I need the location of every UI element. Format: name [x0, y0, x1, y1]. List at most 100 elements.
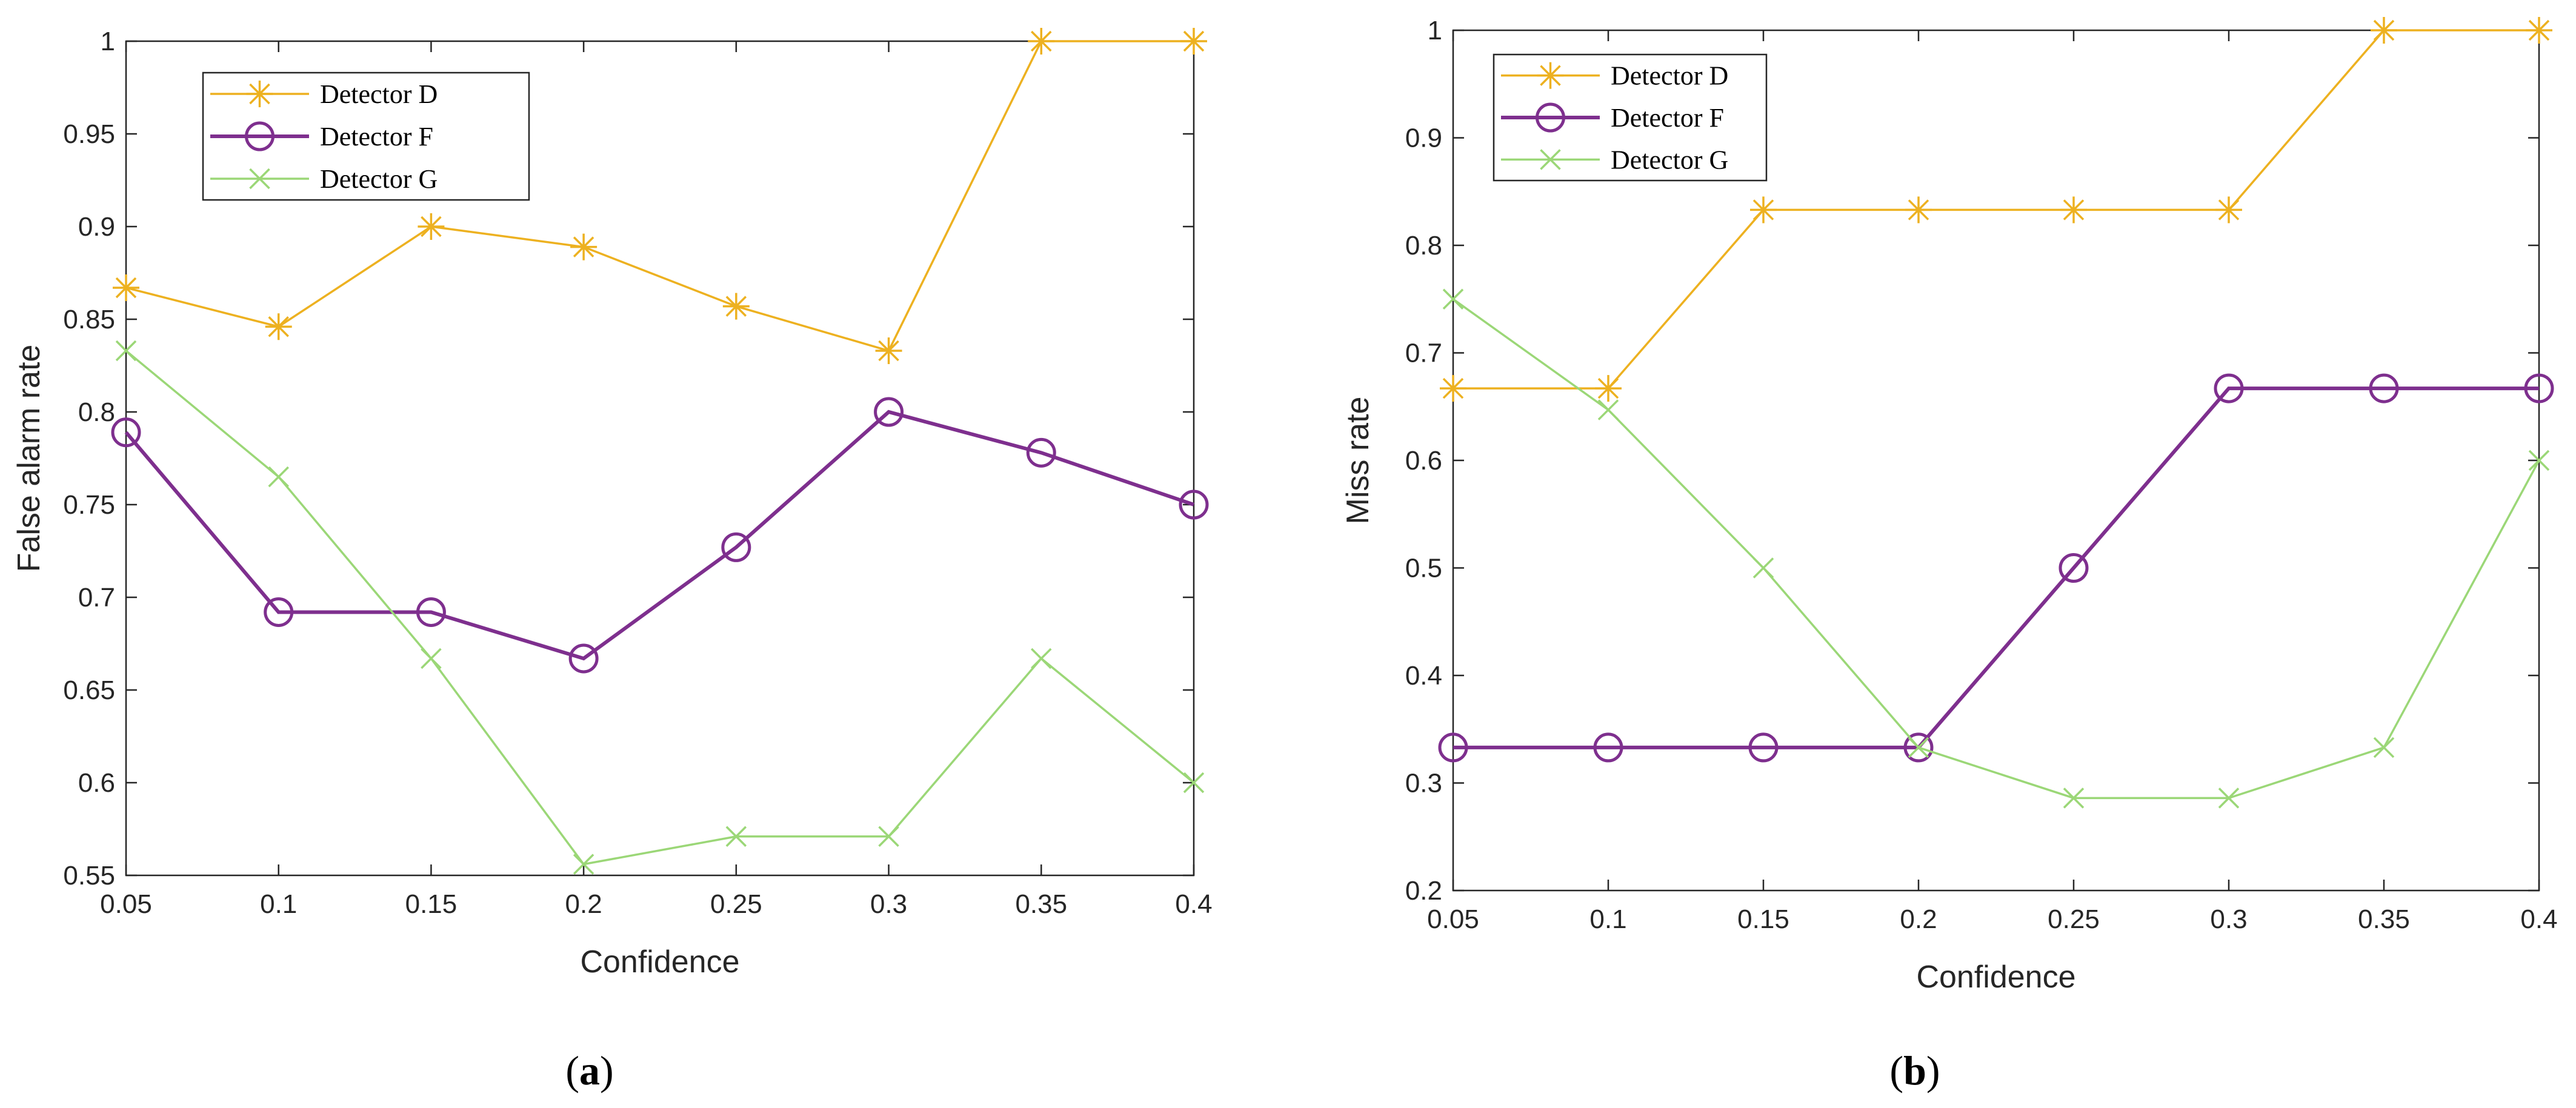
y-tick-label: 0.5: [1405, 554, 1442, 583]
data-point: [1908, 737, 1929, 758]
data-point: [1903, 732, 1934, 763]
caption-close-paren: ): [600, 1047, 614, 1093]
y-tick-label: 0.8: [1405, 231, 1442, 260]
legend-marker: [245, 121, 275, 151]
chart-panel-a: 0.05 0.1 0.15 0.2 0.25 0.3 0.35 0.4 0.55 0.6 0.65 0…: [12, 27, 1213, 1093]
x-tick-label: 0.3: [2210, 904, 2247, 934]
y-tick-label: 0.6: [1405, 446, 1442, 476]
legend-marker: [1540, 149, 1561, 170]
legend-item: Detector F: [210, 121, 433, 151]
series-line-detector-g: [125, 350, 1195, 866]
plot-area-frame: [125, 40, 1195, 877]
legend-item: Detector D: [210, 79, 438, 109]
y-tick-label: 0.95: [63, 119, 115, 149]
y-axis-label: Miss rate: [1340, 397, 1376, 525]
data-point: [1442, 288, 1464, 310]
data-point: [1440, 375, 1466, 402]
data-point: [573, 854, 594, 875]
data-point: [1031, 648, 1052, 669]
x-tick-label: 0.25: [2048, 904, 2100, 934]
x-tick-label: 0.4: [2520, 904, 2557, 934]
x-tick-label: 0.35: [1015, 889, 1067, 919]
data-point: [1750, 196, 1777, 224]
y-tick-label: 1: [1428, 16, 1442, 45]
legend-label: Detector F: [320, 122, 433, 151]
data-point: [1028, 28, 1055, 55]
x-tick-label: 0.35: [2358, 904, 2410, 934]
y-tick-label: 0.7: [78, 583, 115, 612]
y-tick-label: 0.55: [63, 861, 115, 891]
data-point: [1183, 772, 1205, 794]
data-point: [2369, 373, 2399, 403]
x-tick-label: 0.2: [565, 889, 602, 919]
data-point: [2058, 553, 2089, 583]
data-point: [1905, 196, 1932, 224]
data-point: [1026, 437, 1056, 468]
data-point: [2524, 373, 2554, 403]
x-tick-label: 0.1: [260, 889, 297, 919]
data-point: [416, 597, 446, 627]
legend-marker: [246, 81, 273, 107]
data-point: [1180, 28, 1207, 55]
data-point: [570, 233, 597, 260]
series-line-detector-f: [1453, 386, 2539, 749]
legend-label: Detector G: [1611, 145, 1728, 174]
data-point: [2215, 196, 2242, 224]
x-axis-label: Confidence: [580, 944, 739, 980]
data-point: [874, 397, 904, 427]
data-point: [111, 417, 141, 448]
legend: Detector D Detector F Detector G: [202, 71, 530, 201]
caption-letter: a: [579, 1047, 600, 1093]
data-point: [875, 337, 902, 365]
legend-label: Detector G: [320, 164, 438, 194]
caption-open-paren: (: [565, 1047, 579, 1093]
legend-marker: [1536, 102, 1565, 133]
data-point: [265, 313, 292, 340]
y-tick-label: 0.4: [1405, 661, 1442, 691]
x-axis-label: Confidence: [1916, 960, 2075, 995]
data-point: [418, 213, 445, 240]
chart-panel-b: 0.05 0.1 0.15 0.2 0.25 0.3 0.35 0.4 0.2 0.3 0.4 0.5…: [1340, 16, 2558, 1093]
y-axis-label: False alarm rate: [12, 345, 47, 572]
legend-label: Detector D: [320, 79, 438, 109]
y-tick-label: 1: [101, 27, 115, 56]
data-point: [268, 466, 289, 488]
legend-label: Detector D: [1611, 61, 1728, 91]
x-tick-label: 0.05: [1427, 904, 1479, 934]
caption-close-paren: ): [1926, 1047, 1940, 1093]
caption-open-paren: (: [1889, 1047, 1903, 1093]
caption-letter: b: [1903, 1047, 1926, 1093]
y-tick-label: 0.85: [63, 305, 115, 334]
series-line-detector-f: [124, 410, 1194, 661]
data-point: [1438, 732, 1468, 763]
y-tick-label: 0.9: [78, 212, 115, 242]
data-point: [1593, 732, 1623, 763]
x-tick-label: 0.3: [870, 889, 907, 919]
y-tick-label: 0.7: [1405, 339, 1442, 368]
x-tick-label: 0.25: [710, 889, 762, 919]
data-point: [2526, 17, 2552, 44]
y-tick-label: 0.2: [1405, 876, 1442, 906]
data-point: [722, 293, 750, 320]
legend-item: Detector D: [1501, 61, 1728, 91]
legend-item: Detector F: [1501, 102, 1724, 133]
data-point: [568, 643, 599, 674]
data-point: [2371, 17, 2397, 44]
data-point: [725, 826, 747, 847]
panel-caption: (a): [565, 1047, 613, 1093]
data-point: [2528, 450, 2550, 471]
y-tick-label: 0.9: [1405, 124, 1442, 153]
data-point: [264, 597, 294, 627]
legend: Detector D Detector F Detector G: [1493, 53, 1768, 182]
series-line-detector-d: [1453, 29, 2539, 390]
x-tick-label: 0.4: [1175, 889, 1212, 919]
data-point: [2218, 788, 2240, 809]
data-point: [721, 532, 751, 562]
data-point: [2373, 737, 2395, 758]
y-tick-label: 0.65: [63, 675, 115, 705]
panel-caption: (b): [1889, 1047, 1940, 1093]
x-tick-label: 0.2: [1900, 904, 1937, 934]
data-point: [113, 274, 139, 301]
x-tick-label: 0.05: [100, 889, 152, 919]
